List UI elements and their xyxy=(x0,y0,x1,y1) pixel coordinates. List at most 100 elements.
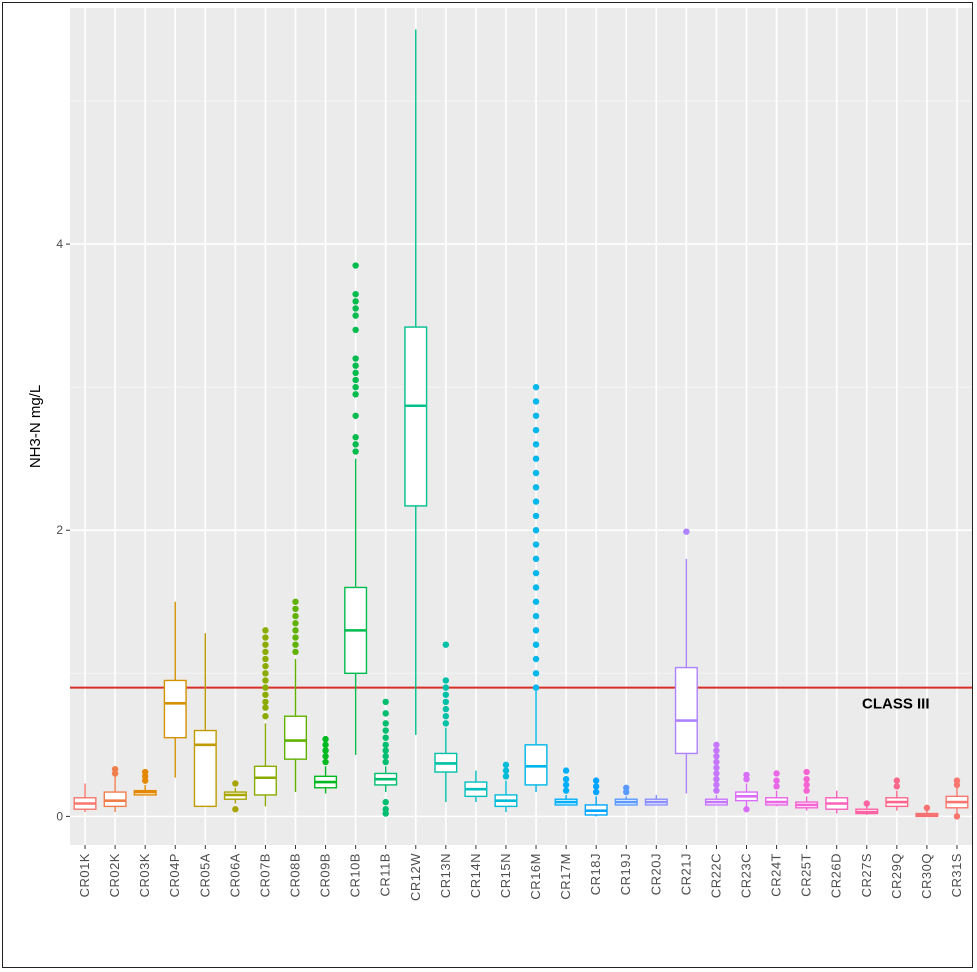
outlier-point xyxy=(382,758,389,766)
outlier-point xyxy=(292,612,299,620)
boxplot-CR20J xyxy=(644,794,668,806)
outlier-point xyxy=(773,783,780,790)
outlier-point xyxy=(262,698,269,706)
outlier-point xyxy=(532,641,540,648)
outlier-point xyxy=(262,662,269,670)
outlier-point xyxy=(352,298,359,305)
x-tick-label: CR23C xyxy=(739,853,754,898)
outlier-point xyxy=(352,434,359,441)
outlier-point xyxy=(262,670,269,677)
outlier-point xyxy=(743,771,750,779)
outlier-point xyxy=(352,290,359,298)
boxplot-CR08B xyxy=(283,598,308,793)
outlier-point xyxy=(262,627,269,634)
outlier-point xyxy=(803,768,810,776)
outlier-point xyxy=(953,813,961,820)
x-tick-label: CR03K xyxy=(137,853,152,897)
x-tick-label: CR24T xyxy=(769,853,784,897)
outlier-point xyxy=(262,677,269,684)
boxplot-CR14N xyxy=(464,770,488,803)
outlier-point xyxy=(292,641,299,648)
outlier-point xyxy=(532,498,540,505)
outlier-point xyxy=(442,698,450,706)
x-tick-label: CR31S xyxy=(949,853,964,897)
boxplot-CR31S xyxy=(945,777,969,820)
outlier-point xyxy=(352,376,359,384)
outlier-point xyxy=(382,741,389,749)
x-tick-label: CR05A xyxy=(197,853,212,897)
outlier-point xyxy=(713,741,720,749)
outlier-point xyxy=(713,781,720,789)
outlier-point xyxy=(713,753,720,760)
boxplot-CR24T xyxy=(765,770,789,807)
boxplot-CR04P xyxy=(163,601,187,778)
x-tick-label: CR04P xyxy=(167,853,182,897)
outlier-point xyxy=(773,770,780,777)
plot-panel xyxy=(70,8,972,845)
x-tick-label: CR09B xyxy=(318,853,333,897)
outlier-point xyxy=(352,305,359,312)
outlier-point xyxy=(532,412,540,419)
box xyxy=(283,715,308,760)
outlier-point xyxy=(532,541,540,548)
outlier-point xyxy=(262,704,269,711)
outlier-point xyxy=(382,727,389,734)
outlier-point xyxy=(803,787,810,794)
minor-gridlines xyxy=(70,100,972,674)
outlier-point xyxy=(923,804,931,811)
outlier-point xyxy=(532,684,540,691)
outlier-point xyxy=(111,765,119,773)
outlier-point xyxy=(322,747,329,754)
outlier-point xyxy=(502,773,510,780)
x-tick-label: CR10B xyxy=(348,853,363,897)
outlier-point xyxy=(683,528,690,535)
outlier-point xyxy=(562,781,570,789)
outlier-point xyxy=(532,555,540,563)
x-tick-label: CR17M xyxy=(558,853,573,900)
outlier-point xyxy=(713,747,720,754)
x-tick-label: CR14N xyxy=(468,853,483,898)
outlier-point xyxy=(292,648,299,656)
boxplot-CR10B xyxy=(344,262,368,755)
boxplot-CR17M xyxy=(554,767,578,806)
boxplot-CR26D xyxy=(825,790,849,814)
outlier-point xyxy=(352,312,359,319)
outlier-point xyxy=(442,691,450,698)
outlier-point xyxy=(893,783,901,790)
outlier-point xyxy=(352,369,359,377)
boxplot-CR30Q xyxy=(915,804,939,818)
outlier-point xyxy=(352,441,359,448)
y-tick-label: 0 xyxy=(56,809,63,823)
boxplot-CR07B xyxy=(253,627,277,807)
outlier-point xyxy=(382,710,389,717)
outlier-point xyxy=(322,741,329,749)
reference-line-label: CLASS III xyxy=(862,696,930,713)
outlier-point xyxy=(532,584,540,591)
outlier-point xyxy=(442,684,450,691)
box xyxy=(524,744,548,786)
outlier-point xyxy=(382,747,389,754)
outlier-point xyxy=(352,362,359,369)
y-axis-label: NH3-N mg/L xyxy=(27,385,44,468)
outlier-point xyxy=(562,767,570,774)
outlier-point xyxy=(532,527,540,534)
box xyxy=(253,765,277,796)
outlier-point xyxy=(262,713,269,720)
boxplot-CR21J xyxy=(674,528,698,794)
x-tick-label: CR30Q xyxy=(919,853,934,899)
outlier-point xyxy=(352,412,359,419)
x-tick-label: CR26D xyxy=(829,853,844,898)
outlier-point xyxy=(532,569,540,577)
outlier-point xyxy=(292,627,299,634)
outlier-point xyxy=(532,512,540,520)
x-tick-label: CR01K xyxy=(77,853,92,897)
outlier-point xyxy=(382,734,389,741)
outlier-point xyxy=(532,441,540,448)
outlier-point xyxy=(442,641,450,648)
boxplot-CR27S xyxy=(855,800,879,815)
boxplot-CR25T xyxy=(795,768,819,811)
box xyxy=(163,679,187,739)
outlier-point xyxy=(352,448,359,455)
boxplot-CR03K xyxy=(133,768,157,796)
